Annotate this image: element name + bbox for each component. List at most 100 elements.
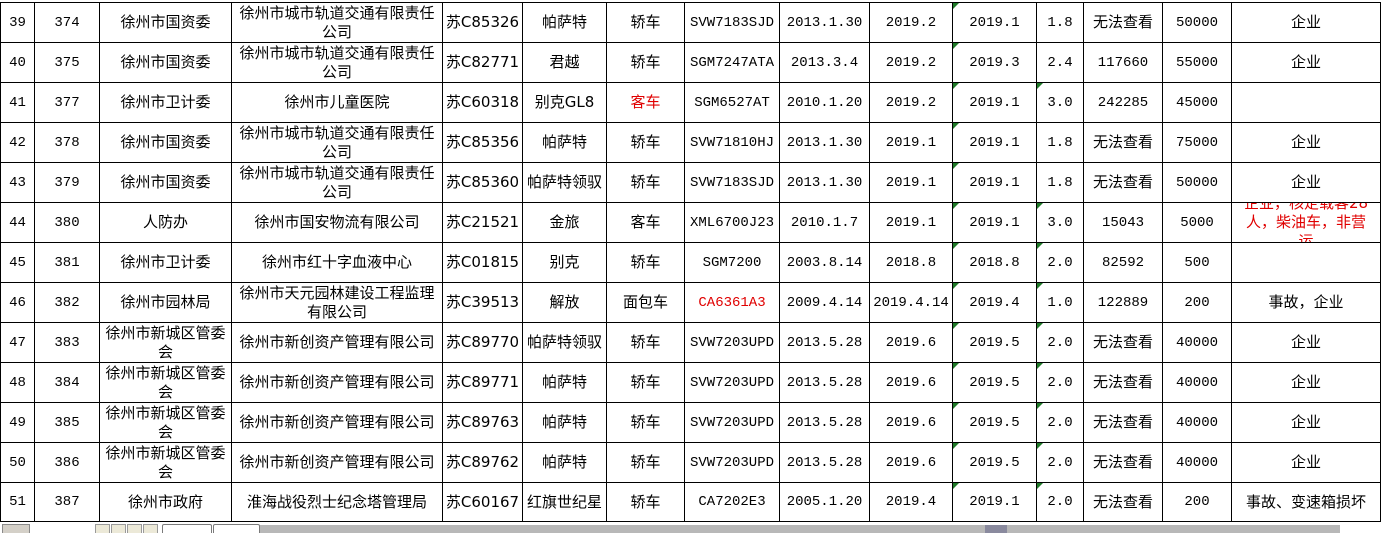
cell-id[interactable]: 387: [35, 483, 100, 522]
cell-type[interactable]: 轿车: [607, 363, 685, 403]
cell-mileage[interactable]: 无法查看: [1084, 483, 1163, 522]
cell-mileage[interactable]: 无法查看: [1084, 403, 1163, 443]
cell-reg-date[interactable]: 2013.1.30: [780, 3, 870, 43]
cell-reg-date[interactable]: 2009.4.14: [780, 283, 870, 323]
cell-eval-date[interactable]: 2019.3: [953, 43, 1037, 83]
cell-plate[interactable]: 苏C85356: [443, 123, 523, 163]
cell-mileage[interactable]: 122889: [1084, 283, 1163, 323]
cell-model[interactable]: SVW7203UPD: [685, 363, 780, 403]
cell-model[interactable]: SGM7200: [685, 243, 780, 283]
cell-dept[interactable]: 徐州市卫计委: [100, 243, 232, 283]
cell-price[interactable]: 200: [1163, 283, 1232, 323]
cell-remark[interactable]: 企业: [1232, 163, 1381, 203]
cell-price[interactable]: 45000: [1163, 83, 1232, 123]
cell-seq[interactable]: 42: [1, 123, 35, 163]
tab-scroll-prev-button[interactable]: [111, 524, 126, 533]
cell-reg-date[interactable]: 2010.1.7: [780, 203, 870, 243]
cell-seq[interactable]: 47: [1, 323, 35, 363]
cell-model[interactable]: SVW7203UPD: [685, 323, 780, 363]
cell-type[interactable]: 轿车: [607, 43, 685, 83]
cell-type[interactable]: 轿车: [607, 403, 685, 443]
cell-displacement[interactable]: 1.8: [1037, 123, 1084, 163]
cell-unit[interactable]: 徐州市红十字血液中心: [232, 243, 443, 283]
cell-unit[interactable]: 徐州市城市轨道交通有限责任公司: [232, 43, 443, 83]
cell-dept[interactable]: 徐州市国资委: [100, 43, 232, 83]
cell-reg-date[interactable]: 2013.5.28: [780, 403, 870, 443]
cell-remark[interactable]: 企业: [1232, 323, 1381, 363]
cell-dept[interactable]: 徐州市新城区管委会: [100, 403, 232, 443]
tab-scroll-next-button[interactable]: [127, 524, 142, 533]
cell-plate[interactable]: 苏C60167: [443, 483, 523, 522]
cell-eval-date[interactable]: 2019.5: [953, 403, 1037, 443]
cell-price[interactable]: 40000: [1163, 403, 1232, 443]
cell-plate[interactable]: 苏C89770: [443, 323, 523, 363]
cell-reg-date[interactable]: 2013.1.30: [780, 123, 870, 163]
cell-id[interactable]: 377: [35, 83, 100, 123]
cell-brand[interactable]: 别克: [523, 243, 607, 283]
cell-brand[interactable]: 帕萨特: [523, 403, 607, 443]
cell-dept[interactable]: 人防办: [100, 203, 232, 243]
cell-inspect-date[interactable]: 2019.2: [870, 83, 953, 123]
cell-inspect-date[interactable]: 2019.2: [870, 43, 953, 83]
cell-eval-date[interactable]: 2019.5: [953, 443, 1037, 483]
cell-displacement[interactable]: 2.0: [1037, 403, 1084, 443]
cell-seq[interactable]: 51: [1, 483, 35, 522]
cell-displacement[interactable]: 1.0: [1037, 283, 1084, 323]
cell-unit[interactable]: 徐州市新创资产管理有限公司: [232, 363, 443, 403]
cell-eval-date[interactable]: 2019.1: [953, 163, 1037, 203]
cell-mileage[interactable]: 无法查看: [1084, 123, 1163, 163]
cell-id[interactable]: 383: [35, 323, 100, 363]
cell-mileage[interactable]: 无法查看: [1084, 443, 1163, 483]
cell-price[interactable]: 500: [1163, 243, 1232, 283]
cell-remark[interactable]: 企业，核定载客28人，柴油车，非营运: [1232, 203, 1381, 243]
cell-model[interactable]: SVW7183SJD: [685, 3, 780, 43]
cell-inspect-date[interactable]: 2019.4: [870, 483, 953, 522]
cell-reg-date[interactable]: 2010.1.20: [780, 83, 870, 123]
cell-id[interactable]: 378: [35, 123, 100, 163]
cell-price[interactable]: 50000: [1163, 163, 1232, 203]
cell-dept[interactable]: 徐州市新城区管委会: [100, 323, 232, 363]
cell-displacement[interactable]: 1.8: [1037, 3, 1084, 43]
cell-seq[interactable]: 43: [1, 163, 35, 203]
cell-reg-date[interactable]: 2013.1.30: [780, 163, 870, 203]
cell-model[interactable]: CA6361A3: [685, 283, 780, 323]
cell-dept[interactable]: 徐州市国资委: [100, 3, 232, 43]
cell-model[interactable]: SGM7247ATA: [685, 43, 780, 83]
sheet-tab-2[interactable]: [213, 524, 260, 533]
cell-inspect-date[interactable]: 2019.1: [870, 163, 953, 203]
cell-eval-date[interactable]: 2019.4: [953, 283, 1037, 323]
cell-inspect-date[interactable]: 2019.6: [870, 443, 953, 483]
cell-reg-date[interactable]: 2005.1.20: [780, 483, 870, 522]
cell-type[interactable]: 客车: [607, 83, 685, 123]
cell-plate[interactable]: 苏C60318: [443, 83, 523, 123]
tab-scroll-first-button[interactable]: [95, 524, 110, 533]
cell-seq[interactable]: 45: [1, 243, 35, 283]
cell-eval-date[interactable]: 2019.5: [953, 363, 1037, 403]
cell-reg-date[interactable]: 2013.5.28: [780, 443, 870, 483]
cell-price[interactable]: 50000: [1163, 3, 1232, 43]
sheet-tab-1[interactable]: [162, 524, 212, 533]
cell-dept[interactable]: 徐州市国资委: [100, 163, 232, 203]
cell-unit[interactable]: 徐州市儿童医院: [232, 83, 443, 123]
cell-brand[interactable]: 帕萨特: [523, 3, 607, 43]
cell-dept[interactable]: 徐州市政府: [100, 483, 232, 522]
cell-model[interactable]: SVW71810HJ: [685, 123, 780, 163]
cell-plate[interactable]: 苏C85326: [443, 3, 523, 43]
cell-unit[interactable]: 徐州市天元园林建设工程监理有限公司: [232, 283, 443, 323]
cell-displacement[interactable]: 2.4: [1037, 43, 1084, 83]
cell-seq[interactable]: 48: [1, 363, 35, 403]
cell-id[interactable]: 382: [35, 283, 100, 323]
cell-plate[interactable]: 苏C89763: [443, 403, 523, 443]
cell-mileage[interactable]: 82592: [1084, 243, 1163, 283]
cell-reg-date[interactable]: 2013.3.4: [780, 43, 870, 83]
cell-remark[interactable]: 企业: [1232, 123, 1381, 163]
cell-seq[interactable]: 41: [1, 83, 35, 123]
cell-seq[interactable]: 50: [1, 443, 35, 483]
cell-unit[interactable]: 徐州市新创资产管理有限公司: [232, 403, 443, 443]
cell-mileage[interactable]: 无法查看: [1084, 3, 1163, 43]
cell-mileage[interactable]: 242285: [1084, 83, 1163, 123]
cell-brand[interactable]: 帕萨特: [523, 363, 607, 403]
horizontal-scrollbar-track[interactable]: [260, 525, 1340, 533]
cell-brand[interactable]: 红旗世纪星: [523, 483, 607, 522]
cell-remark[interactable]: 事故，企业: [1232, 283, 1381, 323]
